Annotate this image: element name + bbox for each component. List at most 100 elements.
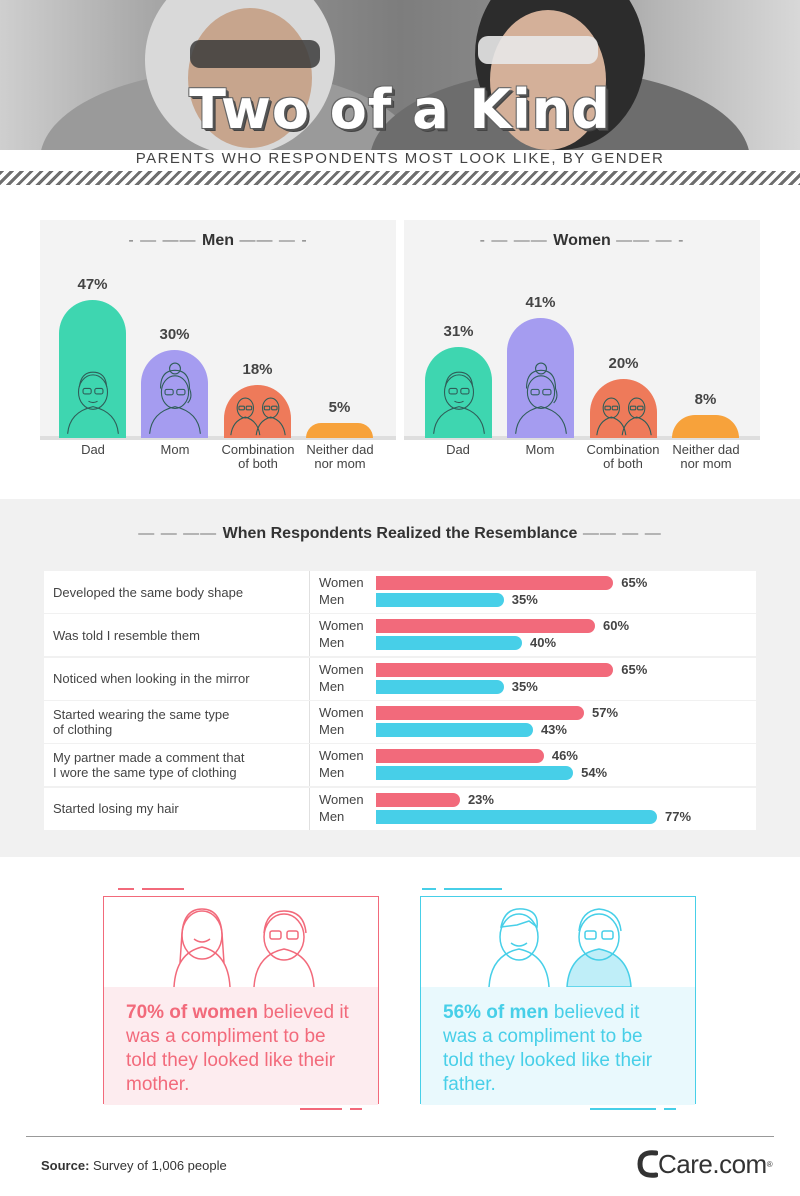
men-bubble-shape <box>141 349 208 438</box>
decor-dash <box>664 1108 676 1110</box>
men-bar <box>376 636 522 651</box>
series-label-men: Men <box>319 635 345 651</box>
mother-daughter-icon <box>173 908 315 988</box>
series-label-women: Women <box>319 661 364 677</box>
care-logo[interactable]: Care.com ® <box>636 1148 773 1180</box>
decor-dash <box>142 888 184 890</box>
series-label-men: Men <box>319 592 345 607</box>
men-bar <box>376 593 504 607</box>
women-chart-baseline <box>404 436 760 440</box>
title-dash-left: — — —— <box>138 525 223 542</box>
series-label-women: Women <box>319 575 364 590</box>
hero-photo-illustration <box>41 0 749 150</box>
decor-dash <box>300 1108 342 1110</box>
couple-icon <box>595 397 652 436</box>
series-label-women: Women <box>319 791 364 807</box>
women-bar-value: 23% <box>467 791 494 807</box>
decor-dash <box>118 888 134 890</box>
men-bar-label: Combination of both <box>221 442 295 471</box>
women-bubble-shape <box>425 346 492 438</box>
resemblance-row-label: Started wearing the same type of clothin… <box>53 706 230 737</box>
men-bar-label: Mom <box>160 442 190 457</box>
resemblance-row-label: My partner made a comment that I wore th… <box>53 750 245 781</box>
women-bar-value: 65% <box>621 661 648 677</box>
title-dash-right: —— — — <box>577 525 662 542</box>
resemblance-chart-title: When Respondents Realized the Resemblanc… <box>222 525 578 542</box>
men-chart-baseline <box>40 436 396 440</box>
men-bar <box>376 809 658 824</box>
men-bubble-shape <box>224 385 291 438</box>
resemblance-row-label: Developed the same body shape <box>53 584 244 600</box>
subtitle-band <box>0 150 800 172</box>
women-bar-combination-of-both <box>590 379 657 438</box>
men-panel-title: - — —— Men —— — - <box>40 232 396 250</box>
series-label-men: Men <box>319 678 345 694</box>
title-dash-left: - — —— <box>128 232 202 249</box>
men-callout-text: 56% of men believed it was a compliment … <box>421 987 695 1105</box>
women-bar <box>376 576 614 590</box>
men-bar-mom <box>141 349 208 438</box>
resemblance-row: Noticed when looking in the mirror Women 6… <box>44 657 756 700</box>
women-bar <box>376 705 585 720</box>
row-divider <box>309 744 310 787</box>
men-bar-label: Neither dad nor mom <box>306 442 374 471</box>
series-label-women: Women <box>319 618 364 634</box>
resemblance-row-label: Started losing my hair <box>53 801 179 816</box>
decor-dash <box>590 1108 656 1110</box>
men-bar-value: 35% <box>511 592 538 607</box>
father-son-icon <box>488 908 632 988</box>
women-bar-value: 46% <box>551 748 578 764</box>
series-label-women: Women <box>319 748 364 764</box>
women-bar-label: Dad <box>446 442 470 457</box>
women-callout-rest: believed it was a compliment to be told … <box>126 1002 349 1095</box>
decor-dash <box>444 888 502 890</box>
source-text: Survey of 1,006 people <box>89 1158 227 1173</box>
hero-photo <box>0 0 800 150</box>
women-bubble-shape <box>507 317 574 438</box>
resemblance-row: Started losing my hair Women 23% Men 77% <box>44 787 756 830</box>
women-bar <box>376 662 614 677</box>
women-bar-value: 60% <box>603 618 630 634</box>
men-chart-title: Men <box>202 232 234 249</box>
man-icon <box>66 371 119 434</box>
title-dash-left: - — —— <box>479 232 554 249</box>
men-callout-rest: believed it was a compliment to be told … <box>443 1002 653 1095</box>
row-divider <box>309 700 310 743</box>
men-callout: 56% of men believed it was a compliment … <box>420 896 696 1105</box>
women-bar-value: 57% <box>592 704 619 720</box>
page-subtitle: PARENTS WHO RESPONDENTS MOST LOOK LIKE, … <box>135 150 665 167</box>
women-panel-title: - — —— Women —— — - <box>404 232 760 250</box>
women-callout-highlight: 70% of women <box>126 1002 258 1023</box>
page-title: Two of a Kind <box>189 78 611 141</box>
resemblance-row: Developed the same body shape Women 65% Men… <box>44 571 756 613</box>
care-logo-text: Care.com <box>658 1148 767 1179</box>
stripe-divider <box>0 171 800 185</box>
women-bar-value: 65% <box>621 575 648 590</box>
women-callout-text: 70% of women believed it was a complimen… <box>104 987 378 1105</box>
series-label-men: Men <box>319 808 345 824</box>
woman-icon <box>148 362 201 434</box>
women-bubble-shape <box>590 379 657 438</box>
row-divider <box>309 571 310 613</box>
women-bar <box>376 792 460 807</box>
men-bubble-shape <box>59 300 126 438</box>
women-bar-neither-dad-nor-mom <box>672 414 739 438</box>
women-bar <box>376 749 544 764</box>
men-bar-combination-of-both <box>224 385 291 438</box>
women-bar-label: Combination of both <box>586 442 660 471</box>
title-dash-right: —— — - <box>234 232 308 249</box>
row-divider <box>309 787 310 830</box>
title-dash-right: —— — - <box>610 232 685 249</box>
women-bar-mom <box>507 317 574 438</box>
resemblance-row-label: Was told I resemble them <box>53 627 200 643</box>
men-bar <box>376 766 574 781</box>
resemblance-title: — — —— When Respondents Realized the Res… <box>0 525 800 543</box>
men-bar-value: 77% <box>665 808 692 824</box>
women-callout: 70% of women believed it was a complimen… <box>103 896 379 1105</box>
men-callout-highlight: 56% of men <box>443 1002 549 1023</box>
couple-icon <box>229 397 286 436</box>
row-divider <box>309 657 310 700</box>
men-bar-value: 40% <box>530 635 557 651</box>
resemblance-row: Started wearing the same type of clothin… <box>44 700 756 743</box>
resemblance-row: My partner made a comment that I wore th… <box>44 744 756 787</box>
